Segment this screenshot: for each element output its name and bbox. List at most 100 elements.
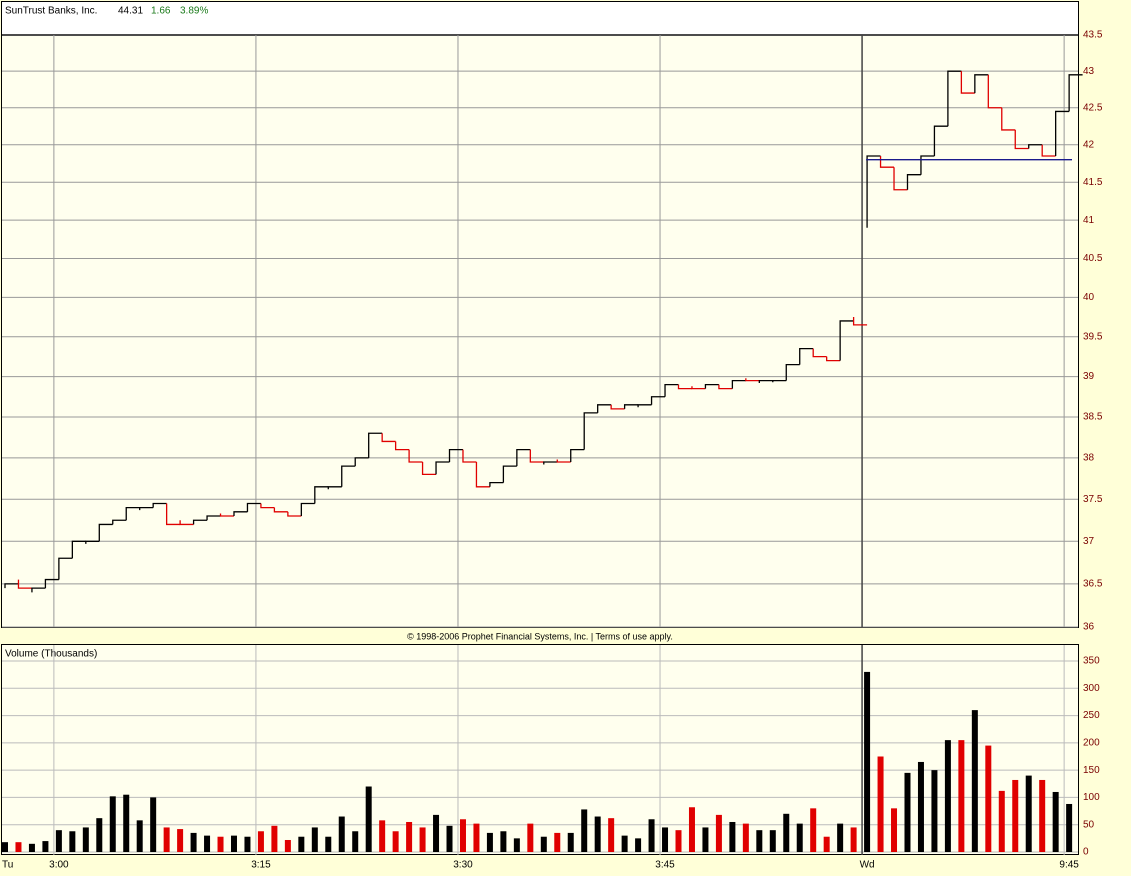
volume-title: Volume (Thousands) [5, 649, 97, 660]
price-bar [597, 404, 612, 413]
volume-bar [177, 829, 184, 852]
y-tick-label: 41 [1083, 215, 1095, 226]
price-bar [462, 449, 477, 463]
price-bar [341, 465, 356, 487]
price-bar [826, 356, 841, 362]
price-bar [273, 507, 288, 513]
y-tick-label: 42.5 [1083, 102, 1103, 113]
price-bar [772, 379, 787, 383]
volume-bar [150, 797, 157, 852]
volume-bar [904, 772, 911, 852]
volume-bar [325, 836, 332, 852]
volume-bar [42, 841, 49, 852]
volume-bar [1066, 803, 1073, 852]
volume-bar [513, 838, 520, 852]
volume-bar [796, 823, 803, 852]
price-bar [866, 155, 881, 228]
price-bar [192, 519, 208, 525]
volume-bar [244, 836, 251, 852]
price-bar [287, 511, 302, 517]
volume-bar [971, 710, 978, 852]
volume-bar [823, 836, 830, 852]
price-bar [852, 317, 868, 326]
price-bar [1028, 144, 1043, 149]
x-tick-label: 9:45 [1059, 860, 1079, 871]
price-bar [17, 579, 32, 589]
price-bar [556, 459, 571, 463]
volume-bar [702, 827, 709, 852]
y-tick-label: 41.5 [1083, 177, 1103, 188]
price-bar [98, 523, 113, 542]
price-bar [731, 379, 746, 389]
volume-bar [28, 843, 35, 852]
copyright: © 1998-2006 Prophet Financial Systems, I… [407, 631, 673, 641]
price-bar [1001, 107, 1016, 131]
volume-bar [419, 827, 426, 852]
volume-bar [257, 831, 264, 852]
price-bar [570, 448, 585, 462]
y-tick-label: 40.5 [1083, 253, 1103, 264]
volume-bar [1012, 779, 1019, 852]
y-tick-label: 37 [1083, 536, 1095, 547]
volume-bar [877, 756, 884, 852]
price-bar [300, 502, 315, 517]
x-tick-label: Tu [2, 860, 13, 871]
volume-bar [392, 831, 399, 852]
price-bar [381, 433, 396, 443]
volume-bar [365, 786, 372, 852]
volume-bar [769, 830, 776, 852]
volume-bar [298, 836, 305, 852]
y-tick-label: 350 [1083, 656, 1100, 667]
volume-bar [662, 827, 669, 852]
volume-bar [783, 813, 790, 852]
price-bar [1055, 110, 1070, 156]
price-bar [812, 348, 827, 358]
volume-bar [82, 827, 89, 852]
price-bar [139, 507, 154, 511]
price-bar [543, 461, 558, 465]
volume-bar [621, 835, 628, 852]
x-tick-label: 3:30 [453, 860, 473, 871]
price-bar [233, 511, 248, 517]
volume-bar [123, 794, 130, 852]
volume-bar [473, 823, 480, 852]
volume-bar [742, 823, 749, 852]
y-tick-label: 38.5 [1083, 412, 1103, 423]
volume-bar [527, 823, 534, 852]
y-tick-label: 39.5 [1083, 331, 1103, 342]
price-bar [4, 583, 19, 589]
volume-bar [352, 831, 359, 852]
volume-bar [944, 740, 951, 852]
y-tick-label: 50 [1083, 819, 1095, 830]
volume-bar [204, 835, 211, 852]
price-bar [785, 363, 800, 381]
volume-bar [486, 832, 493, 852]
price-bar [368, 432, 383, 458]
volume-bar [459, 819, 466, 852]
price-bar [489, 482, 504, 487]
price-bar [516, 448, 531, 467]
price-bar [799, 348, 814, 365]
price-bar [475, 461, 490, 488]
volume-bar [217, 836, 224, 852]
price-bar [85, 540, 100, 544]
price-bar [987, 74, 1002, 109]
ticker-name: SunTrust Banks, Inc. [5, 6, 97, 17]
volume-bar [1039, 779, 1046, 852]
volume-bar [311, 827, 318, 852]
price-bar [623, 404, 639, 409]
price-bar [71, 540, 86, 559]
price-bar [219, 513, 234, 517]
price-bar [839, 320, 854, 361]
volume-bar [500, 831, 507, 852]
y-tick-label: 36 [1083, 622, 1095, 633]
x-tick-label: 3:00 [49, 860, 69, 871]
price-bar [650, 396, 666, 405]
price-bar [610, 404, 625, 410]
price-bar [408, 449, 423, 463]
volume-bar [136, 820, 143, 852]
volume-bar [729, 821, 736, 852]
volume-bar [648, 819, 655, 852]
price-bar [691, 386, 706, 390]
